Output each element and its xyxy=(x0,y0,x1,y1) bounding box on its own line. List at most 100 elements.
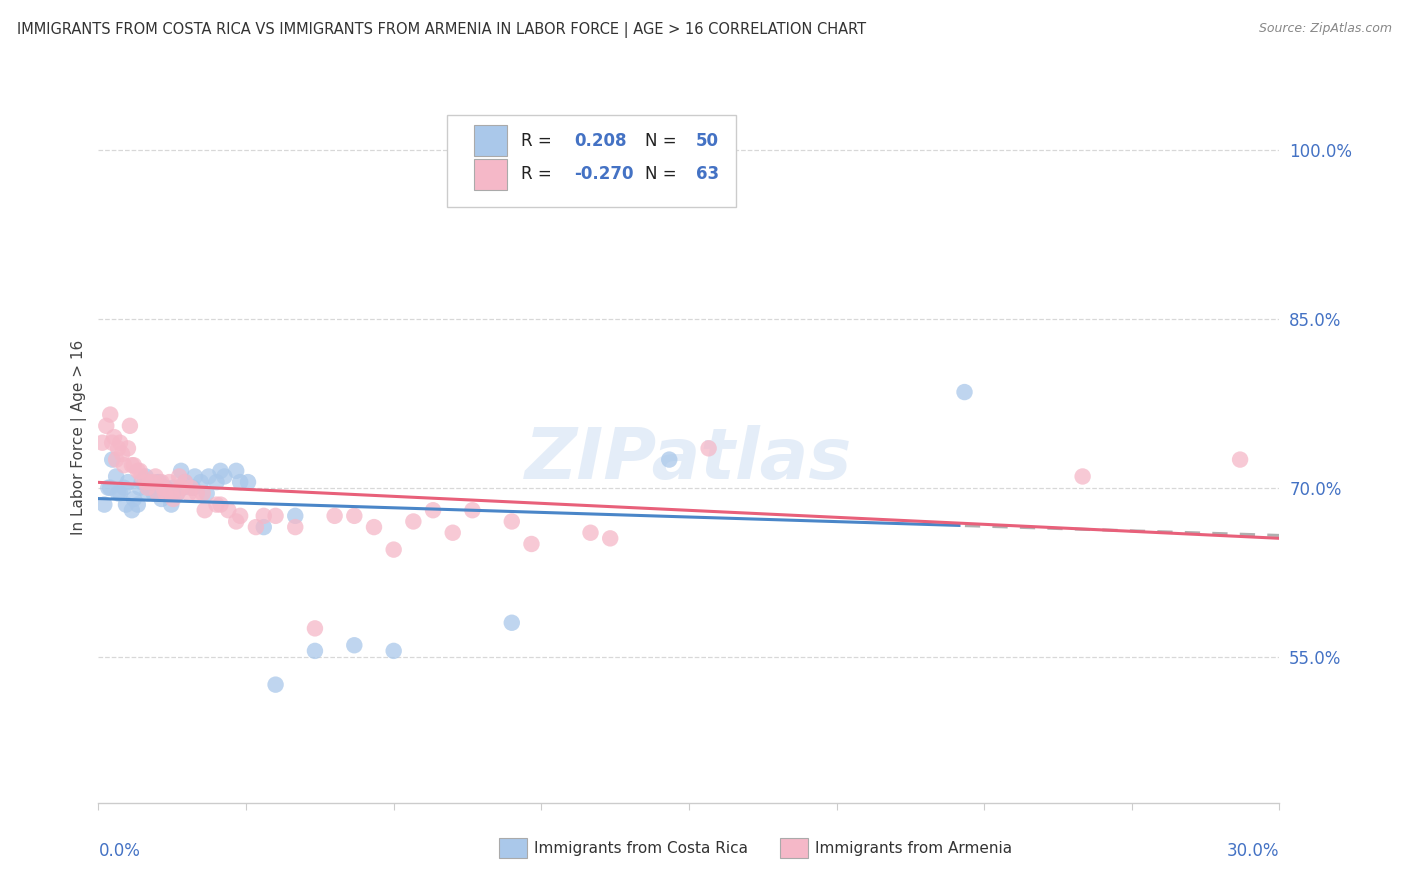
Text: Source: ZipAtlas.com: Source: ZipAtlas.com xyxy=(1258,22,1392,36)
Point xyxy=(155,486,177,500)
Text: 30.0%: 30.0% xyxy=(1227,842,1279,860)
Point xyxy=(131,475,153,489)
Point xyxy=(96,418,118,433)
Point xyxy=(382,542,405,557)
Text: 0.0%: 0.0% xyxy=(98,842,141,860)
Point xyxy=(108,435,131,450)
Point xyxy=(93,498,115,512)
Point xyxy=(363,520,385,534)
Text: 50: 50 xyxy=(696,132,718,150)
Point xyxy=(98,408,121,422)
FancyBboxPatch shape xyxy=(474,126,508,156)
Text: N =: N = xyxy=(645,132,682,150)
Point xyxy=(170,464,193,478)
FancyBboxPatch shape xyxy=(474,159,508,190)
Point xyxy=(304,644,326,658)
Text: R =: R = xyxy=(522,166,557,184)
Point xyxy=(162,491,184,506)
Point xyxy=(194,503,217,517)
Point xyxy=(135,469,157,483)
Point xyxy=(128,481,150,495)
Text: ZIPatlas: ZIPatlas xyxy=(526,425,852,493)
Text: R =: R = xyxy=(522,132,557,150)
Point xyxy=(121,503,143,517)
Point xyxy=(142,486,165,500)
Point xyxy=(953,385,976,400)
Point xyxy=(160,486,183,500)
Point xyxy=(166,486,188,500)
Point xyxy=(323,508,346,523)
FancyBboxPatch shape xyxy=(447,115,737,207)
Point xyxy=(184,469,207,483)
Point xyxy=(167,469,190,483)
Text: -0.270: -0.270 xyxy=(575,166,634,184)
Point xyxy=(205,498,228,512)
Point xyxy=(180,481,202,495)
Point xyxy=(304,621,326,635)
Point xyxy=(107,486,129,500)
Point xyxy=(382,644,405,658)
Point xyxy=(122,458,145,473)
Text: Immigrants from Armenia: Immigrants from Armenia xyxy=(815,841,1012,855)
Point xyxy=(217,503,239,517)
Point xyxy=(264,508,287,523)
Point xyxy=(103,430,125,444)
Point xyxy=(107,442,129,456)
Point xyxy=(214,469,236,483)
Point xyxy=(166,486,188,500)
Point xyxy=(108,486,131,500)
Point xyxy=(152,481,174,495)
Point xyxy=(112,458,135,473)
Point xyxy=(91,435,114,450)
Point xyxy=(343,638,366,652)
Point xyxy=(284,508,307,523)
Point xyxy=(253,520,276,534)
Point xyxy=(229,475,252,489)
Point xyxy=(174,475,197,489)
Point xyxy=(160,498,183,512)
Point xyxy=(155,481,177,495)
Point xyxy=(186,486,208,500)
Point xyxy=(191,486,214,500)
Point xyxy=(1071,469,1094,483)
Point xyxy=(138,475,160,489)
Point xyxy=(284,520,307,534)
Text: 63: 63 xyxy=(696,166,718,184)
Point xyxy=(101,435,124,450)
Point xyxy=(205,475,228,489)
Point xyxy=(101,452,124,467)
Point xyxy=(117,442,139,456)
Point xyxy=(157,475,180,489)
Point xyxy=(146,486,169,500)
Point xyxy=(229,508,252,523)
Point xyxy=(209,464,232,478)
Point xyxy=(245,520,267,534)
Point xyxy=(162,481,184,495)
Point xyxy=(1229,452,1251,467)
Point xyxy=(343,508,366,523)
Point xyxy=(461,503,484,517)
Point xyxy=(148,475,170,489)
Point xyxy=(105,469,128,483)
Point xyxy=(181,481,204,495)
Point xyxy=(138,481,160,495)
Point xyxy=(174,475,197,489)
Text: IMMIGRANTS FROM COSTA RICA VS IMMIGRANTS FROM ARMENIA IN LABOR FORCE | AGE > 16 : IMMIGRANTS FROM COSTA RICA VS IMMIGRANTS… xyxy=(17,22,866,38)
Point xyxy=(599,532,621,546)
Point xyxy=(441,525,464,540)
Point xyxy=(142,475,165,489)
Point xyxy=(697,442,720,456)
Point xyxy=(402,515,425,529)
Point xyxy=(122,491,145,506)
Point xyxy=(157,486,180,500)
Point xyxy=(127,464,149,478)
Point xyxy=(105,452,128,467)
Point xyxy=(145,469,167,483)
Point xyxy=(264,678,287,692)
Point xyxy=(118,418,141,433)
Point xyxy=(127,498,149,512)
Point xyxy=(209,498,232,512)
Point xyxy=(253,508,276,523)
Point xyxy=(501,515,523,529)
Point xyxy=(97,481,120,495)
